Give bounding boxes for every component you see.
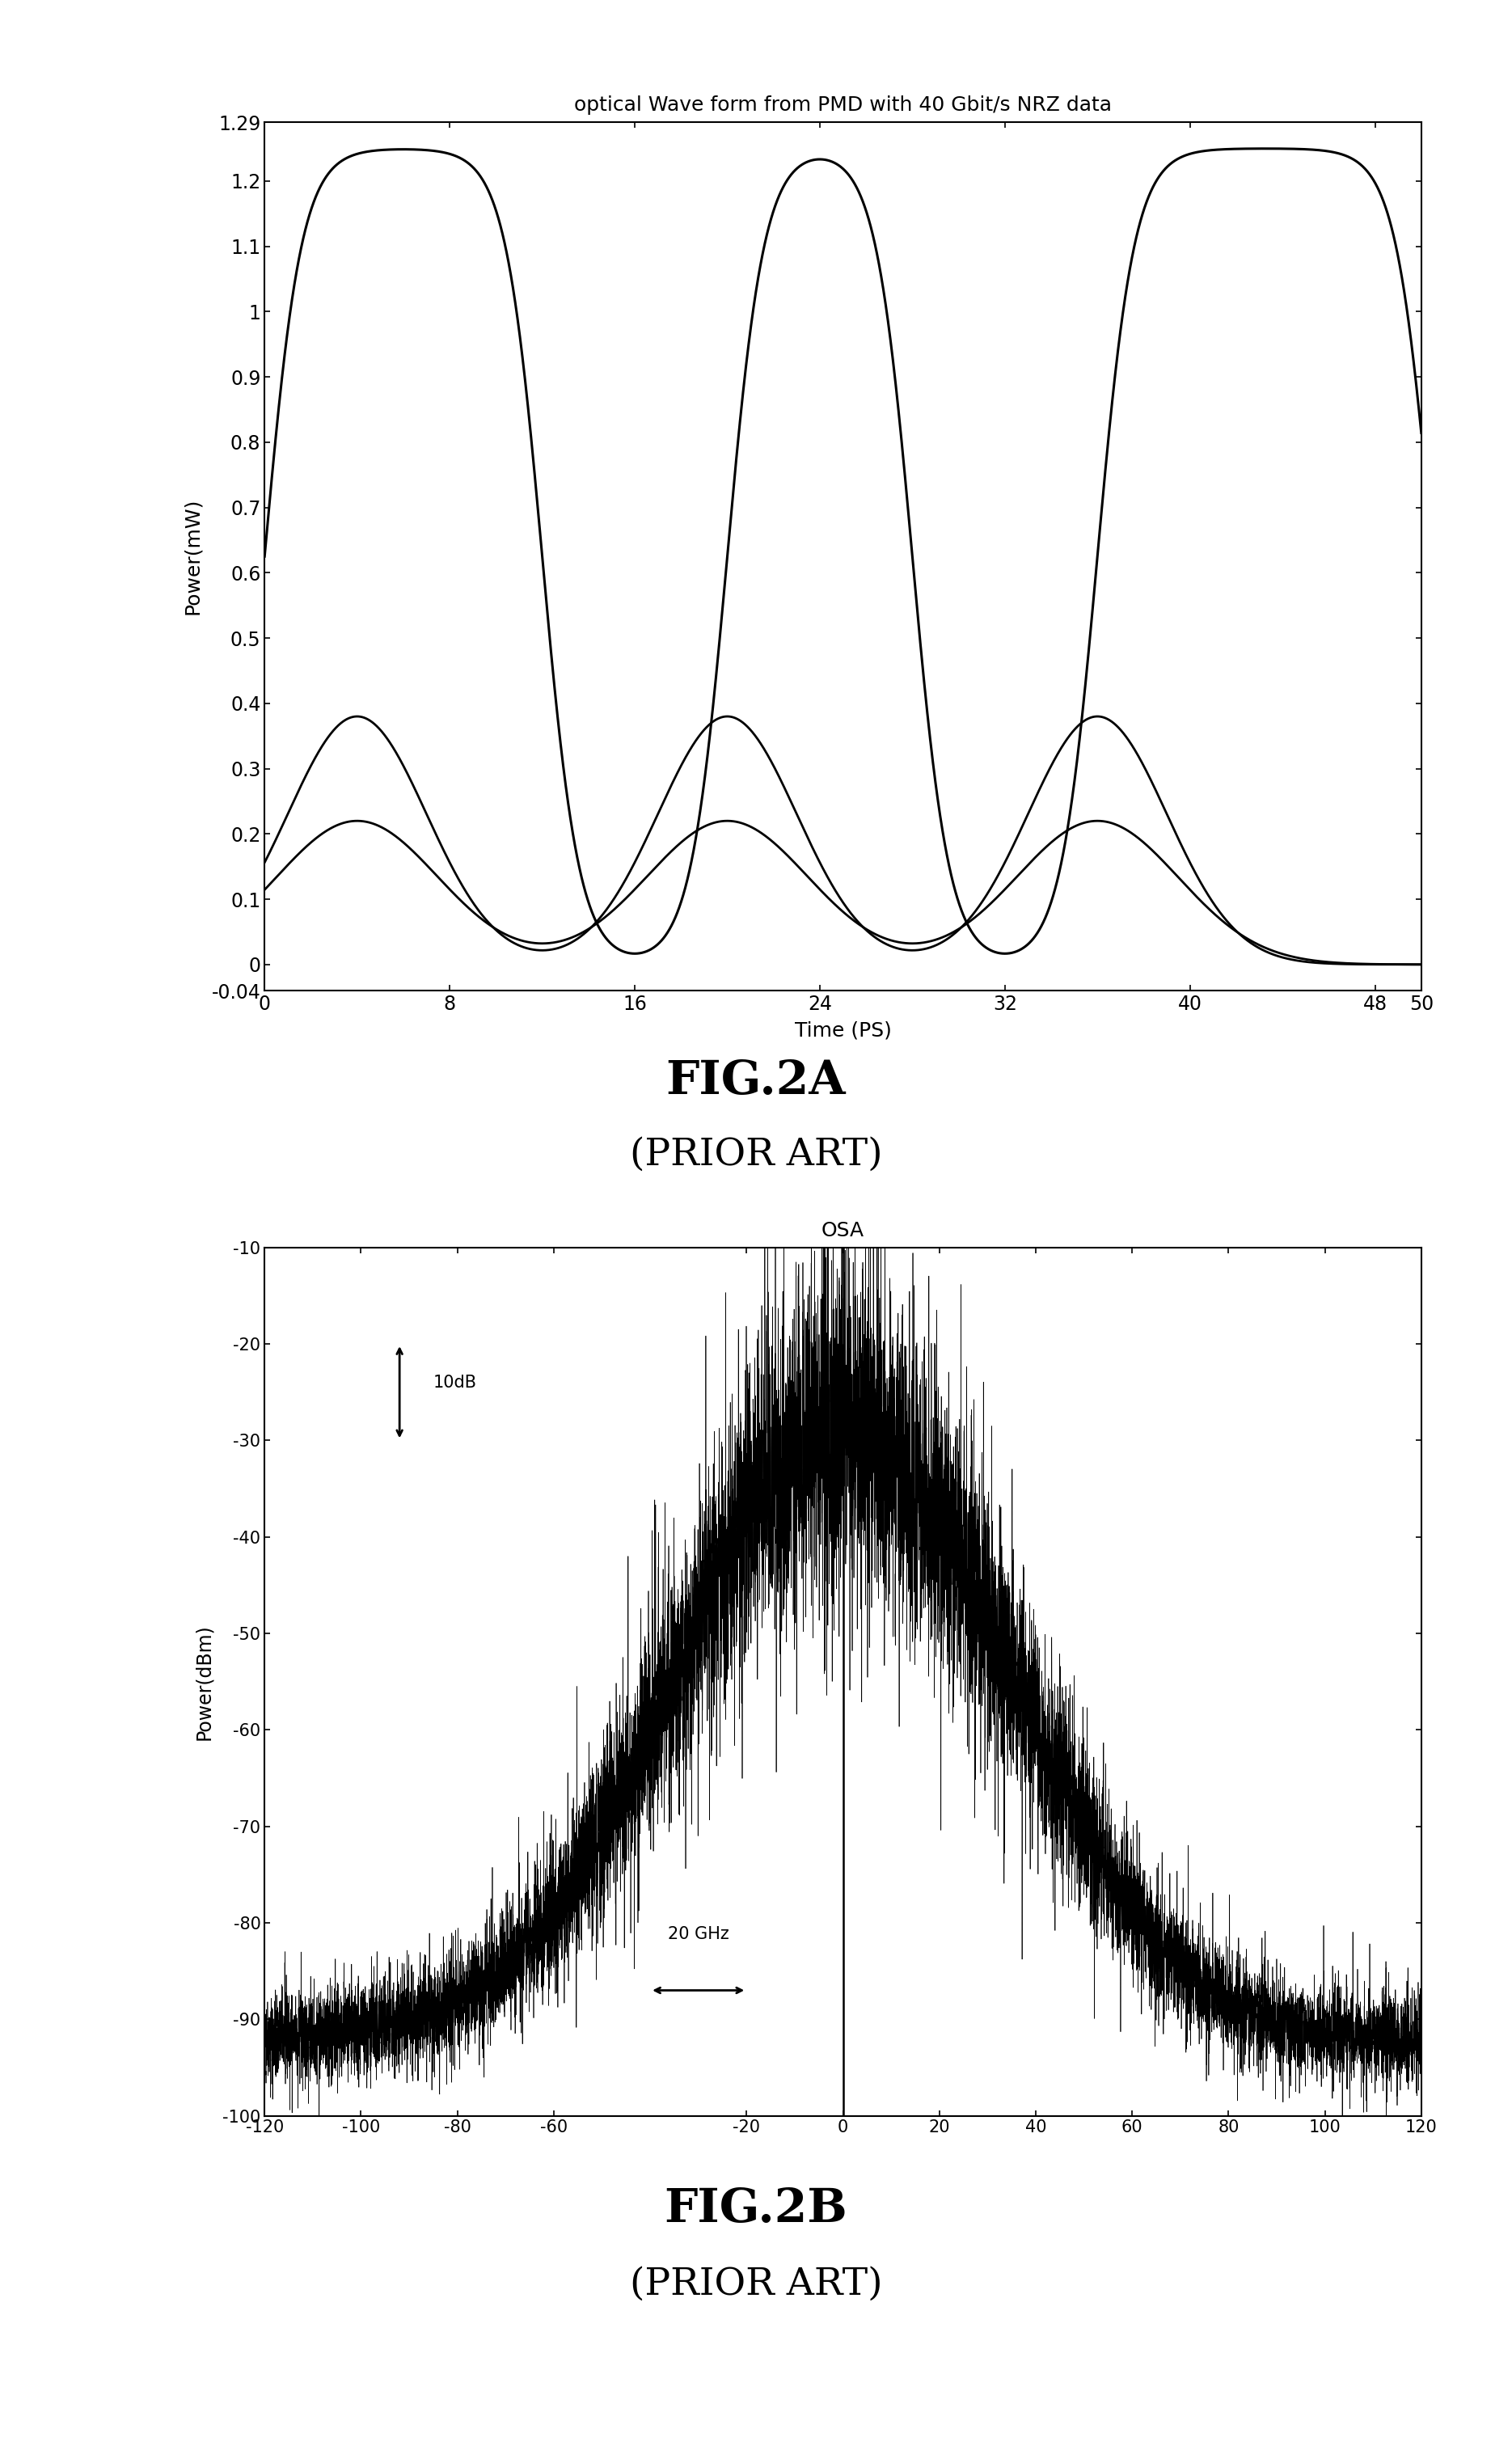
Text: FIG.2B: FIG.2B [664,2187,848,2231]
Text: (PRIOR ART): (PRIOR ART) [629,2267,883,2302]
Title: optical Wave form from PMD with 40 Gbit/s NRZ data: optical Wave form from PMD with 40 Gbit/… [575,95,1111,115]
Title: OSA: OSA [821,1221,865,1240]
Y-axis label: Power(dBm): Power(dBm) [194,1624,213,1739]
Text: 10dB: 10dB [434,1375,476,1392]
Text: FIG.2A: FIG.2A [665,1059,847,1103]
Text: 20 GHz: 20 GHz [668,1925,729,1942]
X-axis label: Time (PS): Time (PS) [794,1020,892,1040]
Y-axis label: Power(mW): Power(mW) [183,499,203,614]
Text: (PRIOR ART): (PRIOR ART) [629,1137,883,1172]
